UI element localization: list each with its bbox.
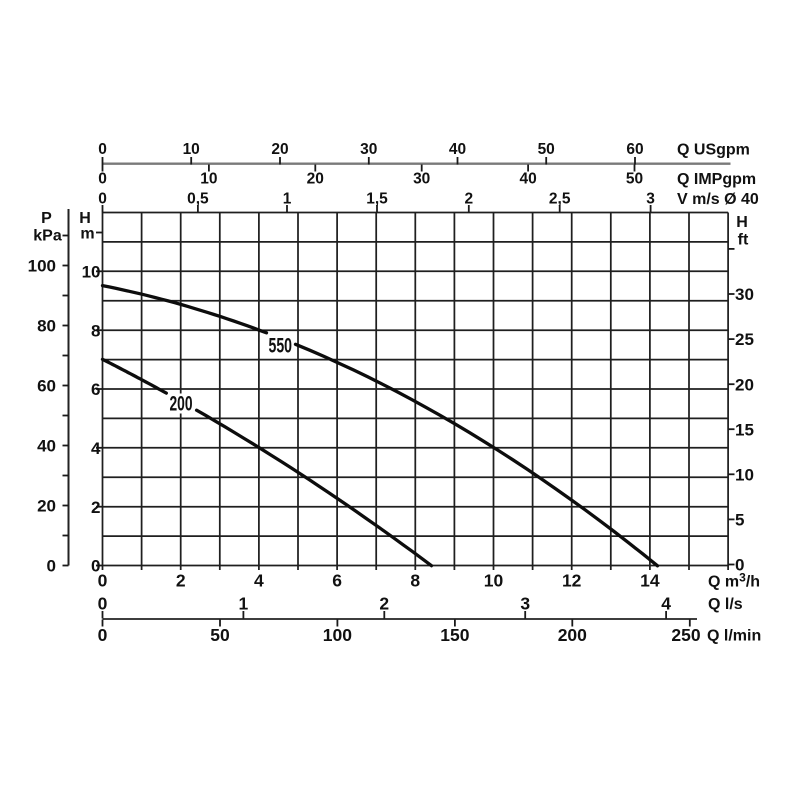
svg-text:12: 12 bbox=[562, 570, 582, 590]
svg-text:0: 0 bbox=[98, 570, 108, 590]
svg-text:40: 40 bbox=[449, 141, 466, 158]
svg-text:40: 40 bbox=[37, 437, 56, 456]
svg-text:kPa: kPa bbox=[33, 227, 62, 244]
svg-text:60: 60 bbox=[626, 141, 643, 158]
svg-text:550: 550 bbox=[269, 335, 293, 358]
svg-text:30: 30 bbox=[735, 285, 754, 304]
svg-text:0: 0 bbox=[98, 625, 108, 645]
svg-text:80: 80 bbox=[37, 317, 56, 336]
svg-text:20: 20 bbox=[307, 171, 324, 188]
svg-text:10: 10 bbox=[183, 141, 200, 158]
svg-text:0: 0 bbox=[47, 557, 56, 576]
svg-text:50: 50 bbox=[538, 141, 555, 158]
svg-text:P: P bbox=[41, 210, 52, 227]
svg-text:Q l/s: Q l/s bbox=[708, 596, 743, 613]
svg-text:10: 10 bbox=[82, 263, 101, 282]
svg-text:V m/s Ø 40: V m/s Ø 40 bbox=[677, 191, 759, 208]
svg-text:100: 100 bbox=[323, 625, 352, 645]
svg-text:8: 8 bbox=[91, 321, 100, 340]
svg-text:5: 5 bbox=[735, 511, 744, 530]
svg-text:6: 6 bbox=[91, 380, 100, 399]
svg-text:Q IMPgpm: Q IMPgpm bbox=[677, 171, 756, 188]
svg-text:m: m bbox=[80, 225, 94, 242]
svg-text:50: 50 bbox=[210, 625, 230, 645]
svg-text:2: 2 bbox=[91, 498, 100, 517]
svg-text:2: 2 bbox=[379, 593, 389, 613]
svg-text:20: 20 bbox=[735, 375, 754, 394]
svg-text:0,5: 0,5 bbox=[187, 191, 209, 208]
svg-text:25: 25 bbox=[735, 330, 754, 349]
svg-text:2: 2 bbox=[176, 570, 186, 590]
svg-text:200: 200 bbox=[558, 625, 587, 645]
svg-text:10: 10 bbox=[200, 171, 217, 188]
svg-text:100: 100 bbox=[28, 257, 56, 276]
svg-text:1: 1 bbox=[283, 191, 292, 208]
svg-text:6: 6 bbox=[332, 570, 342, 590]
svg-text:Q l/min: Q l/min bbox=[707, 627, 761, 644]
svg-text:20: 20 bbox=[37, 497, 56, 516]
svg-text:10: 10 bbox=[735, 466, 754, 485]
svg-text:4: 4 bbox=[254, 570, 264, 590]
svg-text:0: 0 bbox=[735, 556, 744, 575]
svg-text:8: 8 bbox=[410, 570, 420, 590]
svg-text:3: 3 bbox=[646, 191, 655, 208]
svg-text:50: 50 bbox=[626, 171, 643, 188]
svg-text:14: 14 bbox=[640, 570, 660, 590]
svg-text:H: H bbox=[736, 214, 748, 231]
svg-text:Q USgpm: Q USgpm bbox=[677, 141, 750, 158]
svg-text:1: 1 bbox=[239, 593, 249, 613]
svg-text:0: 0 bbox=[91, 557, 100, 576]
svg-text:0: 0 bbox=[98, 141, 107, 158]
svg-text:H: H bbox=[79, 210, 91, 227]
svg-text:30: 30 bbox=[360, 141, 377, 158]
svg-text:4: 4 bbox=[91, 439, 101, 458]
svg-text:2: 2 bbox=[464, 191, 473, 208]
svg-text:30: 30 bbox=[413, 171, 430, 188]
svg-text:150: 150 bbox=[440, 625, 469, 645]
svg-text:40: 40 bbox=[519, 171, 536, 188]
svg-text:250: 250 bbox=[671, 625, 700, 645]
svg-text:20: 20 bbox=[271, 141, 288, 158]
svg-text:1,5: 1,5 bbox=[366, 191, 388, 208]
svg-text:0: 0 bbox=[98, 191, 107, 208]
svg-text:ft: ft bbox=[738, 231, 749, 248]
svg-text:60: 60 bbox=[37, 377, 56, 396]
svg-text:200: 200 bbox=[170, 393, 193, 416]
svg-text:10: 10 bbox=[484, 570, 504, 590]
svg-text:0: 0 bbox=[98, 593, 108, 613]
svg-text:4: 4 bbox=[661, 593, 671, 613]
svg-text:2,5: 2,5 bbox=[549, 191, 571, 208]
svg-text:3: 3 bbox=[520, 593, 530, 613]
svg-text:Q m3/h: Q m3/h bbox=[708, 570, 760, 590]
svg-text:15: 15 bbox=[735, 420, 754, 439]
svg-text:0: 0 bbox=[98, 171, 107, 188]
